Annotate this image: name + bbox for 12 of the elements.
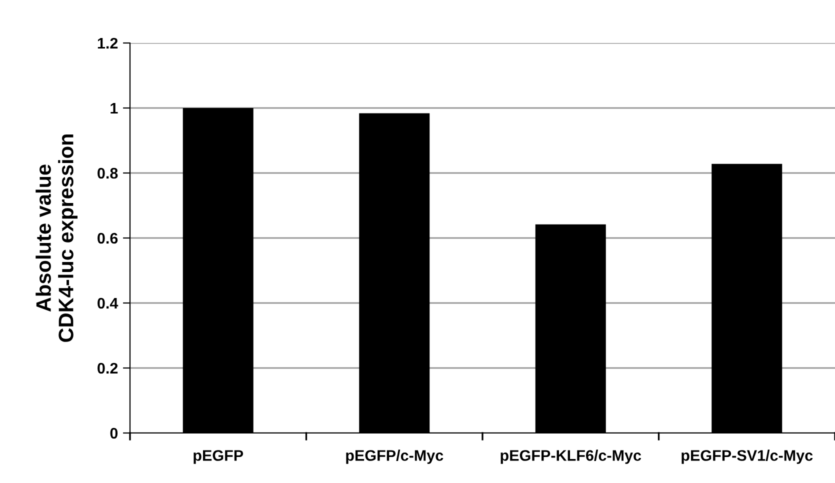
x-tick-label: pEGFP-KLF6/c-Myc (500, 450, 642, 464)
y-tick-label: 0.6 (98, 232, 118, 244)
x-tick-label: pEGFP/c-Myc (346, 450, 444, 464)
y-tick-label: 0.8 (98, 168, 118, 179)
y-tick-label: 0.2 (98, 362, 118, 374)
y-axis-title: Absolute value CDK4-luc expression (36, 134, 78, 342)
y-tick-label: 1.2 (98, 38, 118, 49)
y-tick-label: 1 (110, 103, 118, 114)
x-tick-label: pEGFP (194, 450, 244, 464)
x-tick-label: pEGFP-SV1/c-Myc (682, 450, 813, 464)
y-tick-label: 0 (110, 428, 118, 439)
y-tick-label: 0.4 (98, 298, 118, 309)
